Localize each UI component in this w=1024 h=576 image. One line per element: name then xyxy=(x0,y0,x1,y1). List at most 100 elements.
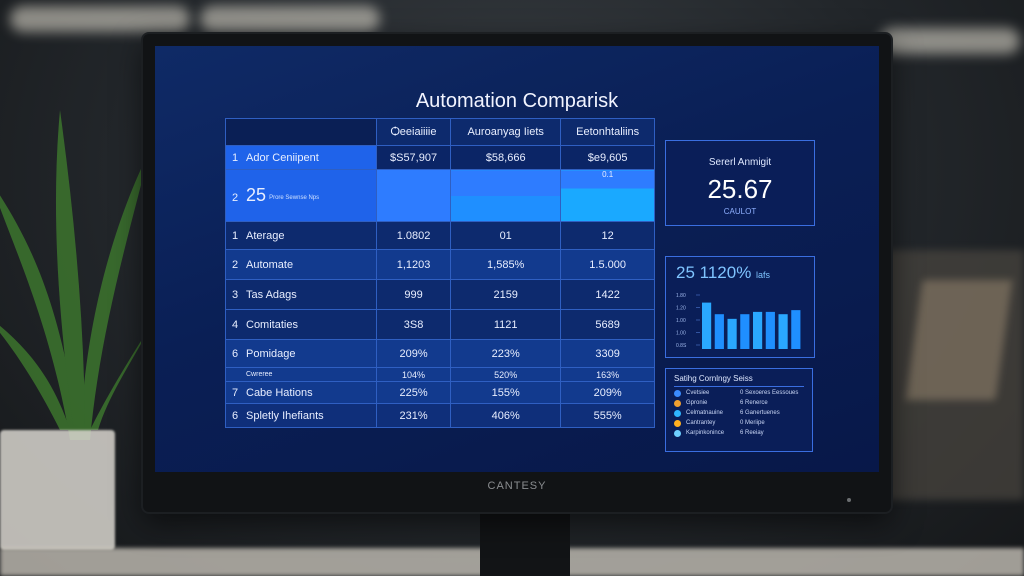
table-cell: 520% xyxy=(450,367,562,382)
row-index: 6 xyxy=(232,409,239,422)
monitor-stand xyxy=(480,512,570,576)
legend-dot-icon xyxy=(674,400,681,407)
ceiling-light xyxy=(880,28,1020,54)
comparison-table: Ѻeeiaiiiie Auroanyag Iiets Eetonhtaliins… xyxy=(225,118,655,428)
bar-chart-tick-label: 1.80 xyxy=(676,293,686,299)
table-cell: 223% xyxy=(450,339,562,368)
row-label: 3 Tas Adags xyxy=(225,279,377,310)
row-index: 3 xyxy=(232,288,239,301)
row-label: 1 Aterage xyxy=(225,221,377,250)
legend-dot-icon xyxy=(674,410,681,417)
legend-item-label: Celmatnauine xyxy=(686,410,724,416)
table-row[interactable]: 7 Cabe Hations 225% 155% 209% xyxy=(225,381,655,404)
table-row[interactable]: 2 25 Prore Sewnse Nps 0.1 xyxy=(225,169,655,222)
row-label-text: Aterage xyxy=(246,229,285,242)
bar-chart-tick-label: 0.8S xyxy=(676,343,687,349)
row-label: 6 Spletly Ihefiants xyxy=(225,403,377,428)
bar-chart-tick-label: 1.20 xyxy=(676,306,686,312)
legend-dot-icon xyxy=(674,390,681,397)
table-cell: $e9,605 xyxy=(560,145,655,170)
bar-chart-heading-value: 25 1120% xyxy=(676,263,752,282)
row-label-text: Cabe Hations xyxy=(246,386,313,399)
table-cell: 1121 xyxy=(450,309,562,340)
kpi-panel[interactable]: Sererl Anmigit 25.67 CAULOT xyxy=(665,140,815,226)
power-indicator xyxy=(847,498,851,502)
legend-item-value: 0 Meriipe xyxy=(740,420,765,426)
legend-item-label: Gpronie xyxy=(686,400,708,406)
table-header-col-3[interactable]: Eetonhtaliins xyxy=(560,118,655,146)
bar-chart-heading: 25 1120% lafs xyxy=(676,263,814,283)
ceiling-light xyxy=(10,6,190,32)
legend-item[interactable]: Karpinkonince 6 Reeiay xyxy=(666,429,812,439)
legend-item[interactable]: Celmatnauine 6 Ganertuenes xyxy=(666,409,812,419)
legend-panel[interactable]: Satihg Cornlngy Seiss Cvetsiee 0 Sexoeres… xyxy=(665,368,813,452)
table-cell: $58,666 xyxy=(450,145,562,170)
row-index: 6 xyxy=(232,347,239,360)
table-cell: 12 xyxy=(560,221,655,250)
table-cell: 209% xyxy=(375,339,452,368)
table-cell: 5689 xyxy=(560,309,655,340)
table-cell: 406% xyxy=(450,403,562,428)
legend-item-label: Cvetsiee xyxy=(686,390,710,396)
table-cell: 999 xyxy=(375,279,452,310)
table-cell: 1,1203 xyxy=(375,249,452,280)
bar-chart-bar xyxy=(778,314,788,349)
table-row[interactable]: 6 Pomidage 209% 223% 3309 xyxy=(225,339,655,368)
bar-chart-panel[interactable]: 25 1120% lafs 1.80 1.20 1.00 1.00 0.8S xyxy=(665,256,815,358)
legend-item-value: 0 Sexoeres Eessoues xyxy=(740,390,799,396)
dashboard-screen: Automation Comparisk Ѻeeiaiiiie Auroanya… xyxy=(155,46,879,472)
kpi-subtitle: CAULOT xyxy=(723,207,757,216)
table-row[interactable]: 1 Aterage 1.0802 01 12 xyxy=(225,221,655,250)
table-cell: 104% xyxy=(375,367,452,382)
legend-dot-icon xyxy=(674,430,681,437)
bar-chart-heading-sub: lafs xyxy=(756,270,771,280)
legend-item-value: 6 Ganertuenes xyxy=(740,410,780,416)
row-index: 1 xyxy=(232,151,239,164)
bar-chart-bar xyxy=(727,318,737,349)
plant-decoration xyxy=(0,110,160,440)
row-label: 7 Cabe Hations xyxy=(225,381,377,404)
row-label: 2 Automate xyxy=(225,249,377,280)
legend-item[interactable]: Gpronie 6 Renerce xyxy=(666,399,812,409)
legend-dot-icon xyxy=(674,420,681,427)
row-label-text: Ador Ceniipent xyxy=(246,151,319,164)
kpi-value: 25.67 xyxy=(707,174,773,204)
row-sublabel: Prore Sewnse Nps xyxy=(269,195,320,202)
ceiling-light xyxy=(200,6,380,32)
legend-divider xyxy=(674,386,804,387)
table-header-empty xyxy=(225,118,377,146)
monitor-brand: CANTESY xyxy=(487,480,547,492)
table-cell: 555% xyxy=(560,403,655,428)
row-index: 4 xyxy=(232,318,239,331)
table-row[interactable]: Cwreree 104% 520% 163% xyxy=(225,367,655,382)
row-label-text: Automate xyxy=(246,258,294,271)
table-row[interactable]: 2 Automate 1,1203 1,585% 1.5.000 xyxy=(225,249,655,280)
legend-item[interactable]: Cvetsiee 0 Sexoeres Eessoues xyxy=(666,389,812,399)
legend-item-value: 6 Renerce xyxy=(740,400,768,406)
monitor: Automation Comparisk Ѻeeiaiiiie Auroanya… xyxy=(143,34,891,512)
row-label-text: 25 xyxy=(246,185,267,205)
table-cell: 163% xyxy=(560,367,655,382)
table-cell xyxy=(375,169,452,222)
row-label-text: Pomidage xyxy=(246,347,296,360)
kpi-caption: Sererl Anmigit xyxy=(708,157,772,168)
bar-chart-bar xyxy=(753,311,763,349)
table-cell: $S57,907 xyxy=(375,145,452,170)
row-index: 2 xyxy=(232,258,239,271)
table-row[interactable]: 4 Comitaties 3S8 1121 5689 xyxy=(225,309,655,340)
table-cell: 01 xyxy=(450,221,562,250)
table-header-col-1[interactable]: Ѻeeiaiiiie xyxy=(375,118,452,146)
table-row[interactable]: 3 Tas Adags 999 2159 1422 xyxy=(225,279,655,310)
table-cell: 1,585% xyxy=(450,249,562,280)
bar-chart-bar xyxy=(765,311,775,349)
legend-item[interactable]: Cantrantey 0 Meriipe xyxy=(666,419,812,429)
dashboard-title: Automation Comparisk xyxy=(415,90,619,112)
table-cell: 209% xyxy=(560,381,655,404)
table-row[interactable]: 1 Ador Ceniipent $S57,907 $58,666 $e9,605 xyxy=(225,145,655,170)
table-row[interactable]: 6 Spletly Ihefiants 231% 406% 555% xyxy=(225,403,655,428)
row-label: 2 25 Prore Sewnse Nps xyxy=(225,169,377,222)
table-header-col-2[interactable]: Auroanyag Iiets xyxy=(450,118,562,146)
row-label: 1 Ador Ceniipent xyxy=(225,145,377,170)
table-header-row: Ѻeeiaiiiie Auroanyag Iiets Eetonhtaliins xyxy=(225,118,655,146)
background-book xyxy=(905,280,1013,400)
